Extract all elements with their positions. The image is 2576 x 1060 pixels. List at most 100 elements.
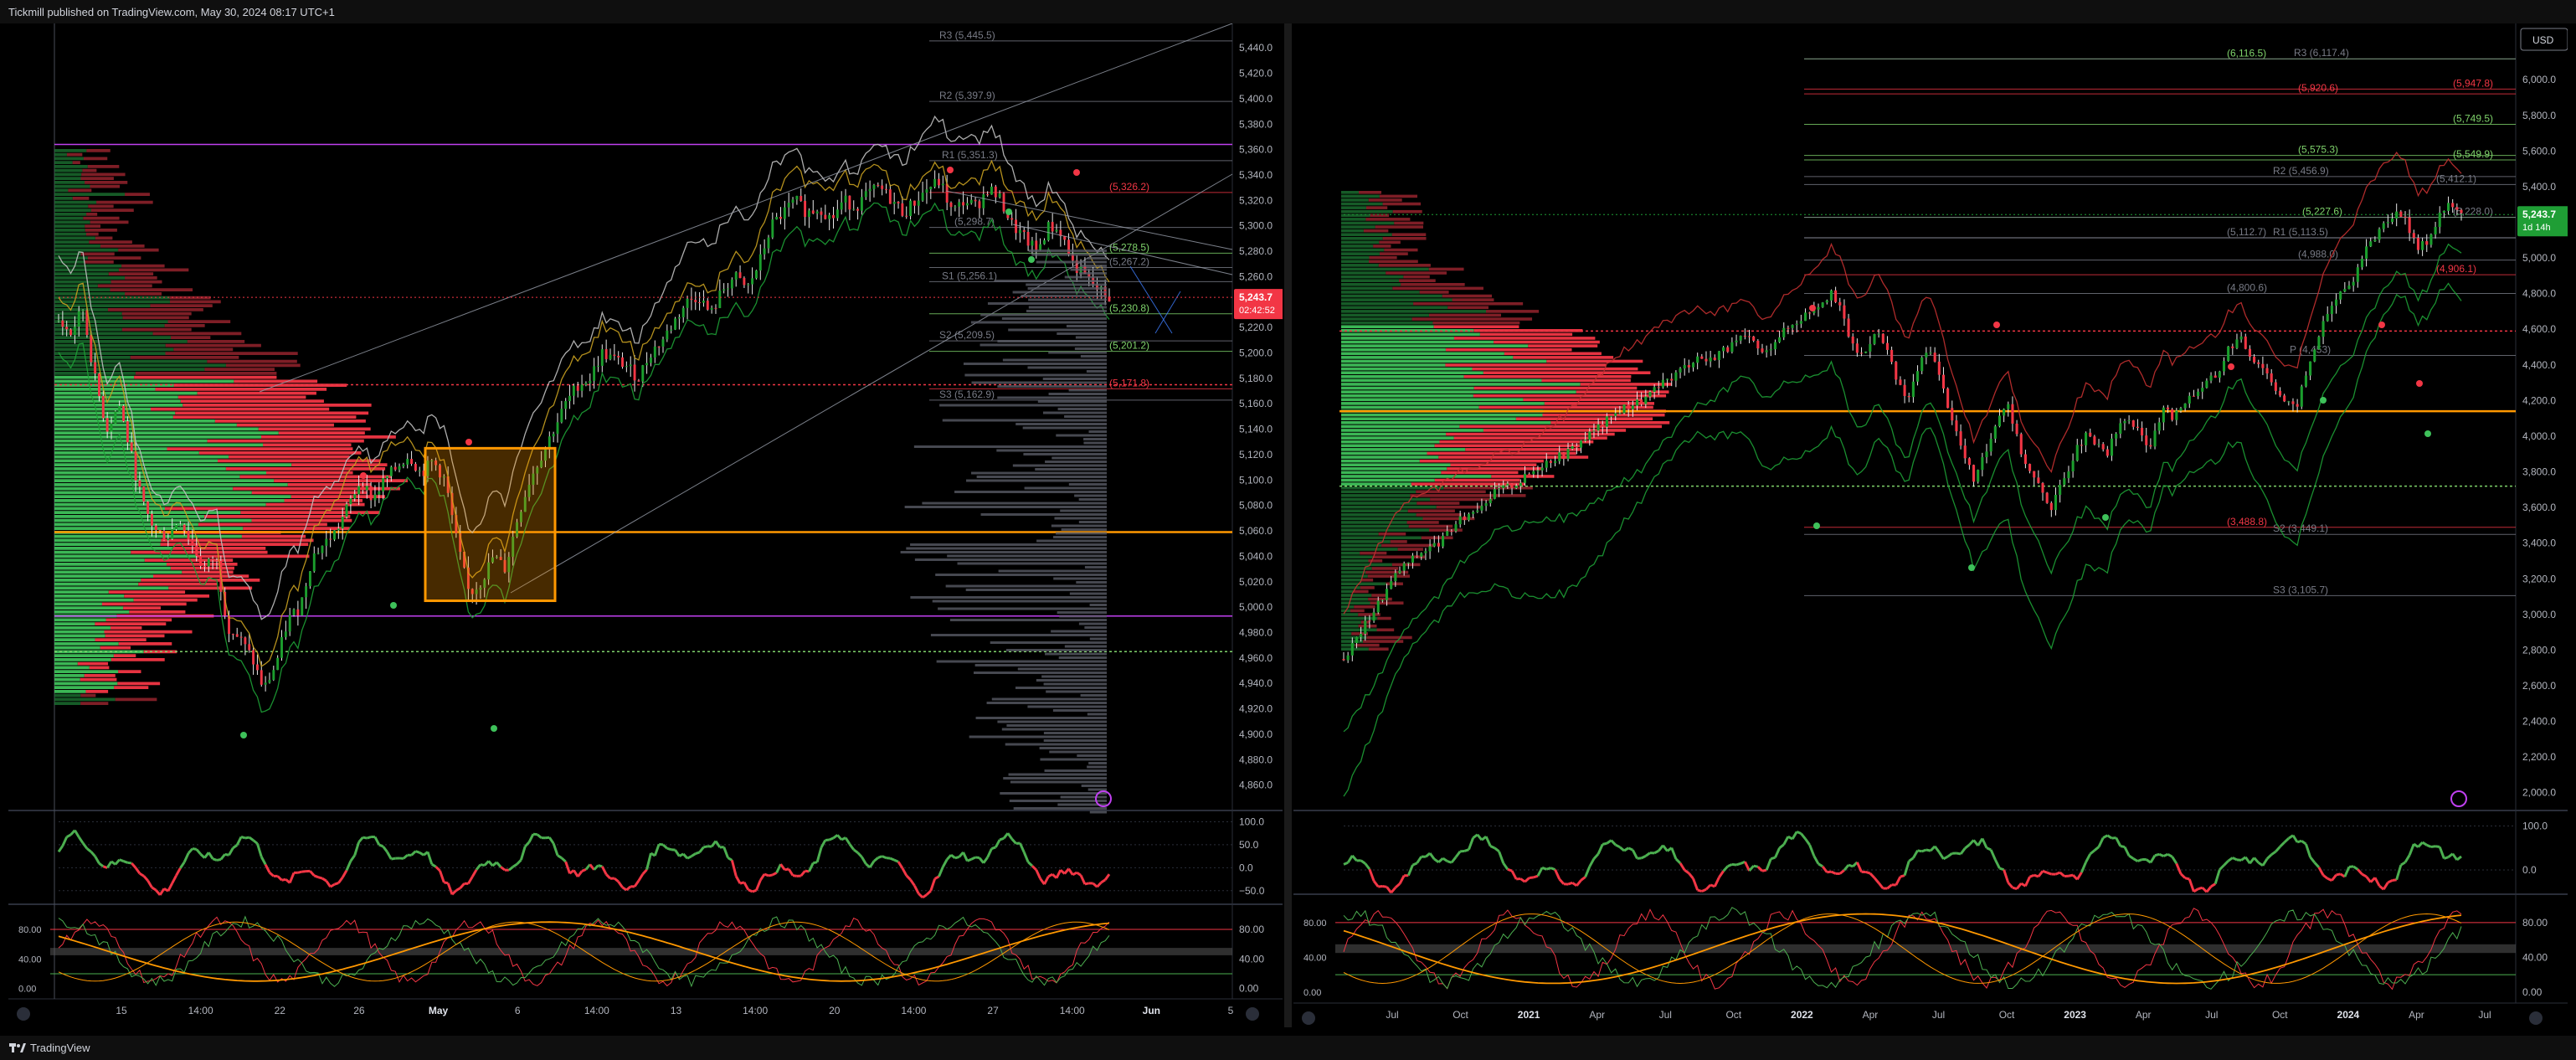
left-chart-svg[interactable]: R3 (5,445.5)R2 (5,397.9)R1 (5,351.3)(5,3… <box>8 23 1289 1027</box>
session-volume-bar <box>1052 709 1107 712</box>
volume-profile-down-bar <box>241 534 306 538</box>
trend-line[interactable] <box>510 173 1233 594</box>
volume-profile-up-bar <box>54 590 109 594</box>
volume-profile-up-bar <box>54 352 166 355</box>
session-volume-bar <box>1076 581 1107 584</box>
volume-profile-down-bar <box>203 515 351 518</box>
candle-body <box>65 327 69 330</box>
volume-profile-down-bar <box>1354 605 1375 609</box>
price-axis-tick-label: 5,380.0 <box>1239 118 1273 130</box>
candle-body <box>767 237 770 249</box>
momentum-segment <box>918 893 924 898</box>
volume-profile-up-bar <box>1341 279 1400 282</box>
volume-profile-up-bar <box>54 515 204 518</box>
momentum-segment <box>913 885 920 894</box>
candle-body <box>840 202 843 210</box>
momentum-segment <box>94 856 100 864</box>
momentum-segment <box>1623 846 1629 852</box>
momentum-segment <box>633 879 640 888</box>
pivot-level-label: (5,947.8) <box>2453 77 2493 89</box>
momentum-segment <box>1554 869 1561 880</box>
momentum-segment <box>617 881 624 888</box>
highlight-rectangle[interactable] <box>424 446 557 603</box>
price-axis-tick-label: 4,800.0 <box>2522 288 2556 300</box>
price-axis-tick-label: 4,920.0 <box>1239 703 1273 715</box>
candle-body <box>2149 445 2152 447</box>
momentum-segment <box>682 852 689 860</box>
candle-body <box>1360 633 1363 637</box>
pivot-level-label: (5,298.7) <box>954 216 995 228</box>
session-volume-bar <box>965 589 1107 591</box>
candle-body <box>2274 382 2277 391</box>
panel-divider[interactable] <box>1284 23 1292 1027</box>
candle-body <box>905 215 908 217</box>
momentum-segment <box>703 845 708 849</box>
trend-line[interactable] <box>1012 224 1233 275</box>
momentum-segment <box>151 886 157 892</box>
time-axis-label: 2021 <box>1518 1009 1540 1021</box>
timezone-button[interactable] <box>17 1007 30 1021</box>
momentum-segment <box>2059 871 2065 877</box>
volume-profile-up-bar <box>54 479 275 482</box>
candle-body <box>1562 452 1566 460</box>
price-axis-tick-label: 4,000.0 <box>2522 430 2556 442</box>
volume-profile-down-bar <box>1358 613 1381 616</box>
candle-body <box>1907 395 1910 398</box>
volume-profile-down-bar <box>1459 425 1662 429</box>
volume-profile-up-bar <box>1341 425 1460 429</box>
momentum-segment <box>1484 836 1492 847</box>
volume-profile-down-bar <box>169 296 211 300</box>
candle-body <box>1390 580 1393 589</box>
candle-body <box>791 199 794 203</box>
volume-profile-up-bar <box>1341 616 1378 620</box>
volume-profile-up-bar <box>54 172 82 177</box>
candle-body <box>2011 404 2014 424</box>
momentum-segment <box>1519 877 1526 883</box>
stochastic-tick-label: 80.00 <box>2522 917 2548 929</box>
volume-profile-up-bar <box>54 693 81 697</box>
momentum-segment <box>1447 860 1453 864</box>
trend-line[interactable] <box>945 190 1233 250</box>
time-axis-label: 2023 <box>2064 1009 2086 1021</box>
current-price-badge[interactable] <box>1234 289 1289 320</box>
volume-profile-down-bar <box>85 224 101 228</box>
momentum-segment <box>1416 856 1423 864</box>
pivot-level-label: R2 (5,397.9) <box>939 90 995 101</box>
momentum-segment <box>1368 868 1375 882</box>
candle-body <box>1769 349 1772 351</box>
momentum-segment <box>2232 857 2238 862</box>
volume-profile-up-bar <box>1341 390 1576 394</box>
session-volume-bar <box>971 471 1107 475</box>
volume-profile-down-bar <box>150 304 213 307</box>
session-volume-bar <box>957 562 1107 565</box>
volume-profile-up-bar <box>1341 624 1359 628</box>
volume-profile-down-bar <box>1411 482 1525 486</box>
lightning-icon[interactable] <box>2450 790 2467 807</box>
lightning-icon[interactable] <box>1095 790 1112 807</box>
trend-line[interactable] <box>1154 291 1181 334</box>
momentum-segment <box>1748 865 1755 872</box>
trend-line[interactable] <box>1129 265 1173 334</box>
momentum-segment <box>382 846 388 853</box>
pivot-level-label: (4,800.6) <box>2227 282 2267 294</box>
auto-scale-button[interactable] <box>1246 1007 1259 1021</box>
momentum-segment <box>131 862 137 869</box>
right-chart-panel[interactable]: (6,116.5) R3 (6,117.4) (5,947.8) (5,920.6)(… <box>1293 23 2573 1027</box>
momentum-segment <box>734 875 742 884</box>
candle-body <box>2136 426 2139 428</box>
right-chart-svg[interactable]: (6,116.5) R3 (6,117.4)(5,947.8)(5,920.6)(… <box>1293 23 2573 1027</box>
volume-profile-up-bar <box>1341 306 1448 310</box>
timezone-button[interactable] <box>1302 1011 1315 1025</box>
candle-body <box>114 411 117 424</box>
momentum-segment <box>605 873 612 880</box>
pivot-level-label: (5,278.5) <box>1109 241 1149 253</box>
volume-profile-up-bar <box>54 244 100 248</box>
left-chart-panel[interactable]: R3 (5,445.5) R2 (5,397.9) R1 (5,351.3) (5,3… <box>8 23 1289 1027</box>
price-axis-tick-label: 4,860.0 <box>1239 780 1273 791</box>
current-price-badge[interactable] <box>2517 206 2573 237</box>
trend-line[interactable] <box>259 23 1233 393</box>
candle-body <box>580 384 584 391</box>
candle-body <box>1808 312 1812 314</box>
volume-profile-down-bar <box>82 168 97 172</box>
auto-scale-button[interactable] <box>2529 1011 2543 1025</box>
